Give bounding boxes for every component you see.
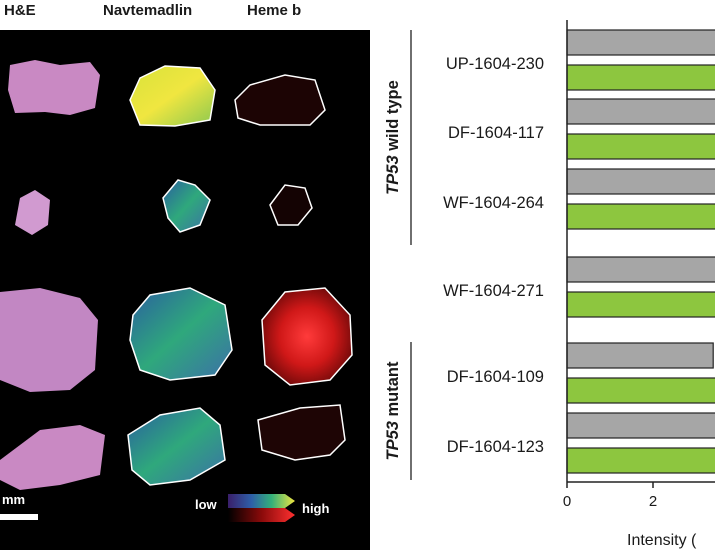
legend-high-label: high (302, 501, 329, 516)
he-tissue-4 (0, 425, 105, 490)
scale-bar-label: mm (2, 492, 25, 507)
group-label-rest-1: wild type (384, 80, 402, 155)
category-label-df-1604-117: DF-1604-117 (448, 124, 544, 142)
bar-df-1604-117-series-1 (566, 98, 715, 125)
heme-tissue-1 (234, 74, 326, 126)
bar-df-1604-117-series-2 (566, 133, 715, 160)
x-tick-label-0: 0 (563, 493, 571, 510)
tissue-image-svg: mm low high (0, 60, 353, 522)
group-label-2: TP53 mutant (384, 361, 402, 461)
category-label-up-1604-230: UP-1604-230 (446, 55, 544, 73)
x-axis-label: Intensity ( (627, 532, 697, 549)
legend-low-label: low (195, 497, 218, 512)
bar-df-1604-109-series-2 (566, 377, 715, 404)
group-label-rest-2: mutant (384, 361, 402, 421)
legend-red-bar (228, 508, 295, 522)
group-label-italic-1: TP53 (384, 155, 402, 194)
x-tick-label-2: 2 (649, 493, 657, 510)
bar-df-1604-123-series-1 (566, 412, 715, 439)
bar-df-1604-109-series-1 (566, 342, 714, 369)
navtemadlin-tissue-4 (127, 407, 226, 486)
category-label-df-1604-123: DF-1604-123 (447, 438, 544, 456)
bar-up-1604-230-series-2 (566, 64, 715, 91)
navtemadlin-tissue-1 (129, 65, 216, 127)
scale-bar (0, 514, 38, 520)
heme-tissue-2 (269, 184, 313, 226)
header-heme-b: Heme b (247, 2, 302, 19)
navtemadlin-tissue-2 (162, 179, 211, 233)
he-tissue-3 (0, 288, 98, 392)
intensity-bar-chart: UP-1604-230 DF-1604-117 WF-1604-264 WF-1604… (384, 20, 715, 549)
header-he: H&E (4, 2, 36, 19)
bar-wf-1604-271-series-1 (566, 256, 715, 283)
category-label-df-1604-109: DF-1604-109 (447, 368, 544, 386)
bar-up-1604-230-series-1 (566, 29, 715, 56)
heme-tissue-3 (261, 287, 353, 386)
bar-wf-1604-271-series-2 (566, 291, 715, 318)
category-label-wf-1604-271: WF-1604-271 (443, 282, 544, 300)
navtemadlin-tissue-3 (129, 287, 233, 381)
heme-tissue-4 (257, 404, 346, 461)
group-label-italic-2: TP53 (384, 421, 402, 460)
header-navtemadlin: Navtemadlin (103, 2, 193, 19)
category-label-wf-1604-264: WF-1604-264 (443, 194, 544, 212)
bar-wf-1604-264-series-2 (566, 203, 715, 230)
bar-wf-1604-264-series-1 (566, 168, 715, 195)
legend-blue-yellow-bar (228, 494, 295, 508)
group-label-1: TP53 wild type (384, 80, 402, 195)
he-tissue-1 (8, 60, 100, 115)
bar-df-1604-123-series-2 (566, 447, 715, 474)
tissue-image-panel: mm low high (0, 30, 370, 550)
he-tissue-2 (15, 190, 50, 235)
